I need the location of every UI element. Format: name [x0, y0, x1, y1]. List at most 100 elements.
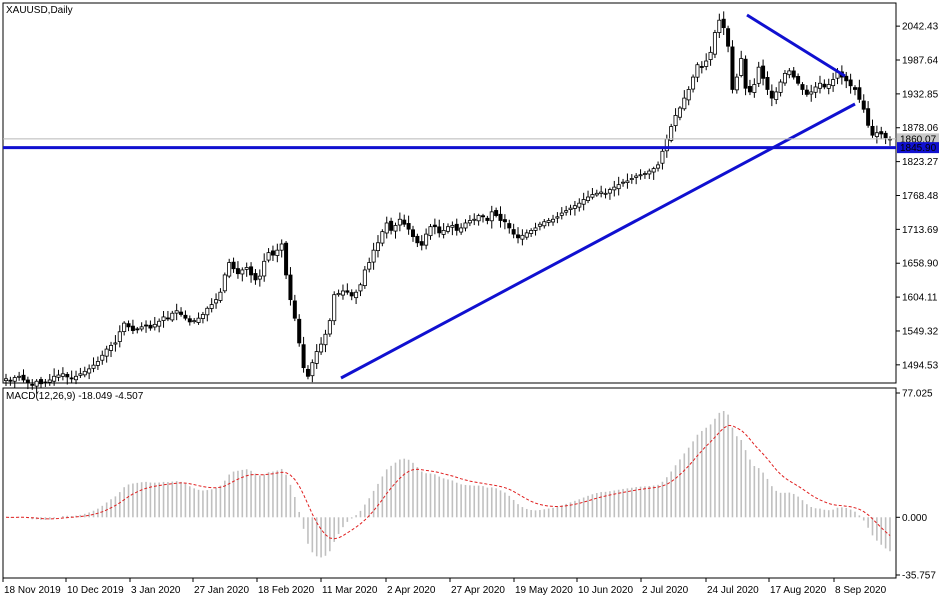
date-tick-label: 2 Jul 2020 [642, 585, 689, 596]
candle [581, 192, 586, 211]
candle [205, 306, 210, 322]
candle [91, 357, 96, 373]
candle [826, 78, 831, 95]
price-tick-label: 1658.90 [902, 259, 939, 270]
candle [179, 307, 184, 317]
candle [778, 79, 783, 97]
candle [603, 188, 608, 199]
candle [743, 55, 748, 96]
candle [262, 253, 267, 282]
candle [310, 359, 315, 383]
candle [95, 356, 100, 370]
candle [257, 269, 262, 287]
candle [870, 119, 875, 138]
candle [301, 336, 306, 373]
candle [454, 218, 459, 236]
price-tick-label: 1878.06 [902, 123, 939, 134]
candle [354, 289, 359, 305]
candle [174, 303, 179, 321]
candle [485, 215, 490, 225]
date-tick-label: 3 Jan 2020 [131, 585, 181, 596]
candle [380, 229, 385, 247]
candle [695, 62, 700, 83]
macd-signal-line [5, 424, 891, 540]
candle [292, 294, 297, 322]
candle [358, 282, 363, 297]
descending-trendline[interactable] [746, 13, 846, 78]
date-tick-label: 10 Jun 2020 [578, 585, 633, 596]
candle [428, 223, 433, 240]
price-tick-label: 1823.27 [902, 157, 939, 168]
date-tick-label: 8 Sep 2020 [835, 585, 887, 596]
candle [502, 214, 507, 230]
candle [524, 229, 529, 240]
candle [21, 369, 26, 383]
price-tick-label: 1549.32 [902, 326, 939, 337]
current-price-value: 1845.90 [900, 143, 937, 154]
candle [397, 212, 402, 232]
candle [34, 379, 39, 394]
candle [673, 108, 678, 132]
candle [222, 272, 227, 294]
candle [450, 221, 455, 236]
candle [677, 106, 682, 121]
candle [848, 73, 853, 94]
candle [546, 217, 551, 227]
candle [345, 283, 350, 295]
candle [726, 25, 731, 53]
candle [165, 310, 170, 322]
price-tick-label: 2042.43 [902, 22, 939, 33]
ascending-trendline[interactable] [340, 102, 856, 380]
candle [699, 61, 704, 74]
date-tick-label: 11 Mar 2020 [322, 585, 378, 596]
candle [822, 79, 827, 90]
candle [100, 350, 105, 365]
price-panel [2, 2, 897, 384]
candle [104, 345, 109, 363]
candle [594, 189, 599, 197]
candle [314, 344, 319, 369]
candle [813, 82, 818, 99]
candle [769, 84, 774, 107]
candle [857, 79, 862, 103]
candle [371, 242, 376, 270]
candle [804, 85, 809, 97]
candle [60, 367, 65, 381]
candle [651, 166, 656, 180]
candle [739, 50, 744, 78]
candle [533, 222, 538, 236]
candles [4, 11, 893, 394]
ask-price-value: 1860.07 [900, 134, 937, 145]
candle [551, 214, 556, 226]
candle [656, 161, 661, 172]
candle [227, 258, 232, 279]
candle [467, 215, 472, 227]
date-tick-label: 27 Jan 2020 [194, 585, 249, 596]
candle [244, 262, 249, 277]
candle [577, 198, 582, 212]
candle [686, 86, 691, 106]
candle [415, 233, 420, 248]
candle [183, 310, 188, 321]
candle [717, 13, 722, 39]
candle [297, 314, 302, 347]
macd-tick-label: 0.000 [902, 513, 927, 524]
candle [572, 200, 577, 216]
candle [852, 85, 857, 96]
candle [564, 205, 569, 216]
candle [782, 70, 787, 86]
candle [555, 212, 560, 224]
candle [787, 68, 792, 79]
macd-axis: 77.025 0.000 -35.757 [896, 389, 936, 582]
macd-histogram [9, 410, 891, 558]
candle [765, 71, 770, 95]
candle [817, 75, 822, 94]
candle [831, 72, 836, 92]
candle [559, 207, 564, 220]
candle [791, 66, 796, 80]
candle [796, 73, 801, 86]
candle [161, 311, 166, 328]
candle [529, 228, 534, 237]
candle [17, 371, 22, 381]
